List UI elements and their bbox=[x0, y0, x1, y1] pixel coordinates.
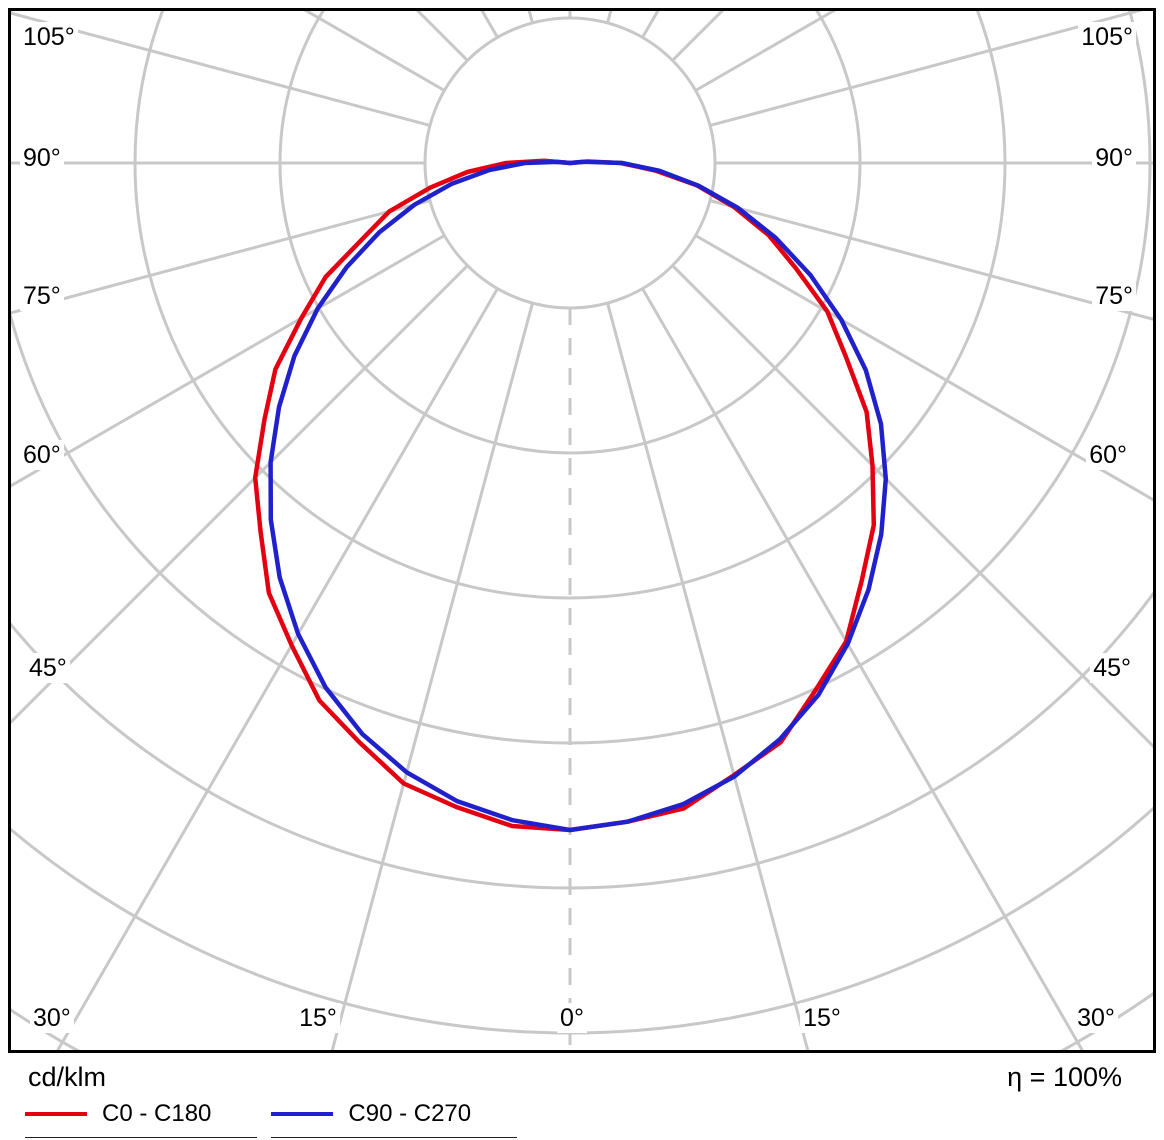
gamma-label-left-105: 105° bbox=[20, 22, 78, 52]
legend-item-c0-c180: C0 - C180 bbox=[25, 1100, 258, 1138]
gamma-label-bottom-0: 0° bbox=[557, 1003, 587, 1033]
gamma-label-left-75: 75° bbox=[20, 281, 64, 311]
legend: C0 - C180 C90 - C270 bbox=[25, 1100, 531, 1138]
unit-label: cd/klm bbox=[28, 1062, 107, 1092]
gamma-label-bottom-15r: 15° bbox=[800, 1003, 844, 1033]
curve-c0-c180 bbox=[252, 158, 877, 833]
gamma-label-bottom-30r: 30° bbox=[1074, 1003, 1118, 1033]
c0-c180-color-swatch bbox=[25, 1112, 87, 1116]
gamma-label-left-45: 45° bbox=[26, 653, 70, 683]
gamma-label-right-105: 105° bbox=[1078, 22, 1136, 52]
gamma-label-bottom-30l: 30° bbox=[30, 1003, 74, 1033]
gamma-label-bottom-15l: 15° bbox=[296, 1003, 340, 1033]
gamma-label-left-60: 60° bbox=[20, 440, 64, 470]
curve-c90-c270 bbox=[268, 159, 889, 833]
chart-border bbox=[8, 8, 1156, 1053]
legend-label-c0-c180: C0 - C180 bbox=[102, 1100, 212, 1127]
c90-c270-color-swatch bbox=[271, 1112, 334, 1116]
gamma-label-left-90: 90° bbox=[20, 143, 64, 173]
gamma-label-right-45: 45° bbox=[1090, 653, 1134, 683]
legend-label-c90-c270: C90 - C270 bbox=[348, 1100, 472, 1127]
gamma-label-right-90: 90° bbox=[1092, 143, 1136, 173]
legend-item-c90-c270: C90 - C270 bbox=[271, 1100, 518, 1138]
gamma-label-right-60: 60° bbox=[1086, 440, 1130, 470]
gamma-label-right-75: 75° bbox=[1092, 281, 1136, 311]
efficiency-label: η = 100% bbox=[1007, 1062, 1122, 1092]
